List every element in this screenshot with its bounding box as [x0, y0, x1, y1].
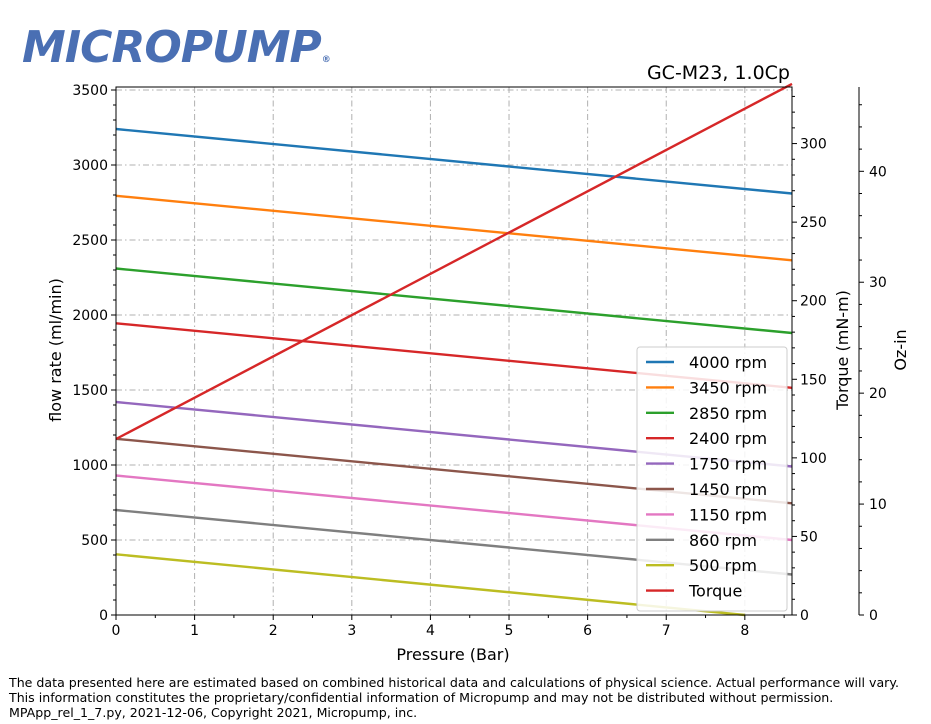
x-tick-label: 8	[740, 623, 749, 639]
micropump-logo: MICROPUMP®	[22, 22, 331, 86]
y-tick-label: 1000	[72, 458, 108, 474]
y-axis-label: flow rate (ml/min)	[46, 278, 65, 422]
x-tick-label: 1	[190, 623, 199, 639]
legend-label: 500 rpm	[689, 556, 757, 575]
y-tick-label: 2500	[72, 233, 108, 249]
y-tick-label: 500	[81, 533, 108, 549]
torque-axis-label: Torque (mN-m)	[833, 290, 852, 411]
ozin-tick-label: 20	[869, 386, 887, 402]
chart-title: GC-M23, 1.0Cp	[647, 62, 790, 84]
x-axis-label: Pressure (Bar)	[396, 645, 509, 664]
torque-tick-label: 200	[800, 294, 827, 310]
legend: 4000 rpm 3450 rpm 2850 rpm 2400 rpm 1750 rpm…	[636, 346, 788, 612]
disclaimer-footer: The data presented here are estimated ba…	[9, 675, 924, 720]
legend-label: 4000 rpm	[689, 353, 767, 372]
series-line-0	[115, 127, 793, 195]
ozin-tick-label: 0	[869, 608, 878, 624]
legend-label: 3450 rpm	[689, 378, 767, 397]
y-tick-label: 1500	[72, 383, 108, 399]
legend-label: 2850 rpm	[689, 404, 767, 423]
torque-tick-label: 300	[800, 137, 827, 153]
x-tick-label: 5	[505, 623, 514, 639]
torque-tick-label: 50	[800, 529, 818, 545]
footer-line: This information constitutes the proprie…	[9, 690, 834, 705]
y-tick-label: 2000	[72, 308, 108, 324]
logo-text: MICROPUMP	[22, 22, 322, 73]
legend-label: 1750 rpm	[689, 455, 767, 474]
legend-label: 2400 rpm	[689, 429, 767, 448]
x-tick-label: 7	[662, 623, 671, 639]
legend-label: 1150 rpm	[689, 505, 767, 524]
footer-line: MPApp_rel_1_7.py, 2021-12-06, Copyright …	[9, 705, 418, 720]
performance-chart: 0 1 2 3 4 5 6 7 80500100015002000250030003500050…	[46, 62, 910, 664]
torque-tick-label: 100	[800, 451, 827, 467]
plot-frame	[115, 86, 793, 616]
x-tick-label: 6	[583, 623, 592, 639]
x-tick-label: 0	[112, 623, 121, 639]
legend-label: 1450 rpm	[689, 480, 767, 499]
y-tick-label: 0	[99, 608, 108, 624]
axes: 0 1 2 3 4 5 6 7 80500100015002000250030003500050…	[72, 83, 886, 639]
torque-tick-label: 0	[800, 608, 809, 624]
series-line-1	[115, 194, 793, 262]
footer-line: The data presented here are estimated ba…	[9, 675, 900, 690]
registered-mark: ®	[321, 55, 331, 65]
y-tick-label: 3500	[72, 83, 108, 99]
x-tick-label: 2	[269, 623, 278, 639]
ozin-tick-label: 40	[869, 164, 887, 180]
legend-box	[636, 346, 788, 612]
legend-label: Torque	[688, 582, 742, 601]
y-tick-label: 3000	[72, 158, 108, 174]
torque-tick-label: 250	[800, 215, 827, 231]
ozin-tick-label: 10	[869, 497, 887, 513]
torque-tick-label: 150	[800, 372, 827, 388]
ozin-axis-label: Oz-in	[891, 329, 910, 370]
ozin-tick-label: 30	[869, 275, 887, 291]
series-line-9	[115, 82, 793, 441]
series-line-2	[115, 267, 793, 335]
x-tick-label: 4	[426, 623, 435, 639]
legend-label: 860 rpm	[689, 531, 757, 550]
x-tick-label: 3	[347, 623, 356, 639]
